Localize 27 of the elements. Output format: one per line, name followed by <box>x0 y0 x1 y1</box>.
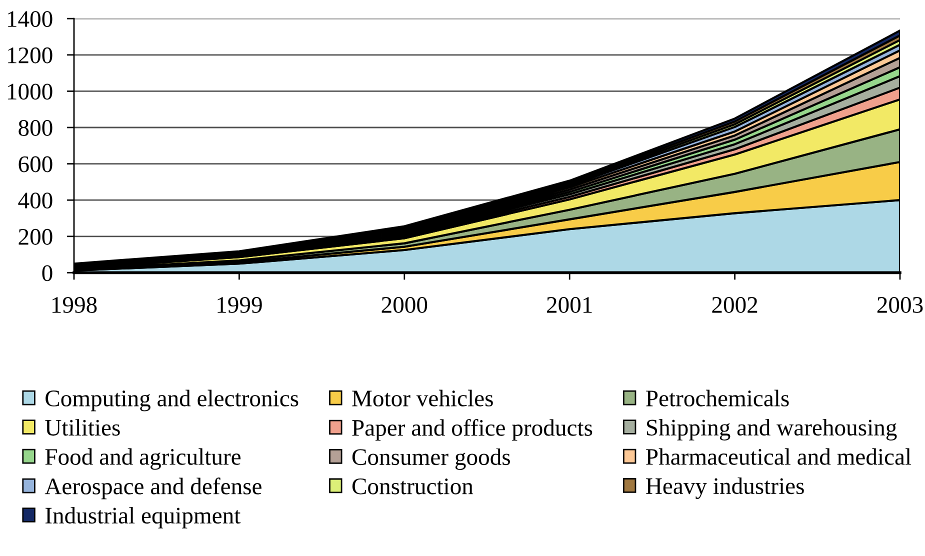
y-tick-label: 600 <box>18 156 52 172</box>
x-tick-label: 2001 <box>547 296 592 313</box>
legend-label: Paper and office products <box>352 419 592 441</box>
legend-label: Consumer goods <box>352 448 510 470</box>
legend-label: Aerospace and defense <box>44 478 262 500</box>
legend-label: Computing and electronics <box>46 390 298 412</box>
legend-label: Shipping and warehousing <box>646 419 897 440</box>
x-tick-label: 2000 <box>382 296 428 313</box>
y-tick-label: 0 <box>42 265 52 282</box>
legend-label: Utilities <box>45 419 120 436</box>
x-tick-label: 2003 <box>877 296 923 313</box>
legend-label: Industrial equipment <box>45 506 241 528</box>
y-tick-label: 1000 <box>8 84 52 100</box>
y-tick-label: 800 <box>18 120 52 136</box>
x-tick-label: 1999 <box>218 297 262 313</box>
y-tick-label: 200 <box>18 228 52 245</box>
x-tick-label: 1998 <box>52 296 97 313</box>
legend-label: Pharmaceutical and medical <box>646 448 912 465</box>
y-tick-label: 1200 <box>8 47 52 64</box>
y-tick-label: 1400 <box>8 11 52 28</box>
legend-label: Heavy industries <box>646 477 804 499</box>
legend-label: Food and agriculture <box>45 448 241 470</box>
legend-label: Motor vehicles <box>352 390 493 406</box>
legend-label: Petrochemicals <box>646 390 789 406</box>
y-tick-label: 400 <box>18 192 52 209</box>
legend-label: Construction <box>352 478 474 494</box>
x-tick-label: 2002 <box>712 296 758 313</box>
